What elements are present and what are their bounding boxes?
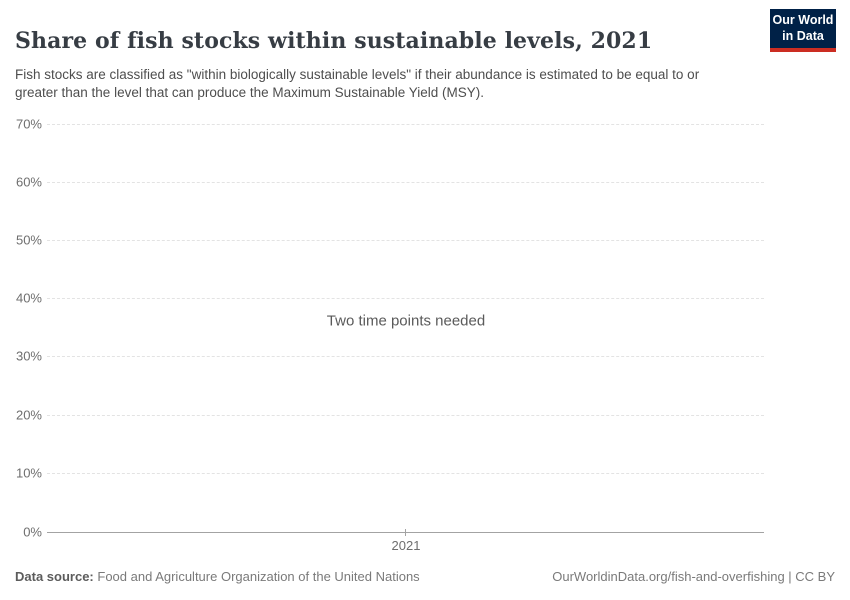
gridline <box>47 473 764 474</box>
footer-citation-link[interactable]: OurWorldinData.org/fish-and-overfishing … <box>552 569 835 584</box>
owid-logo-line-2: in Data <box>782 28 824 43</box>
data-source: Data source: Food and Agriculture Organi… <box>15 569 420 584</box>
y-tick-label: 50% <box>15 232 42 248</box>
y-tick-label: 40% <box>15 290 42 306</box>
chart-subtitle: Fish stocks are classified as "within bi… <box>15 66 700 100</box>
owid-logo-line-1: Our World <box>772 13 834 28</box>
y-tick-label: 70% <box>15 116 42 132</box>
x-axis-tick <box>405 529 406 536</box>
y-tick-label: 10% <box>15 465 42 481</box>
y-tick-label: 60% <box>15 174 42 190</box>
gridline <box>47 298 764 299</box>
x-tick-label: 2021 <box>391 538 421 553</box>
footer: Data source: Food and Agriculture Organi… <box>15 569 835 584</box>
y-tick-label: 30% <box>15 348 42 364</box>
gridline <box>47 124 764 125</box>
gridline <box>47 182 764 183</box>
gridline <box>47 415 764 416</box>
y-tick-label: 0% <box>23 524 42 540</box>
empty-chart-message: Two time points needed <box>326 312 486 330</box>
gridline <box>47 240 764 241</box>
chart-title: Share of fish stocks within sustainable … <box>15 27 653 54</box>
gridline <box>47 356 764 357</box>
y-tick-label: 20% <box>15 407 42 423</box>
owid-logo[interactable]: Our World in Data <box>770 9 836 52</box>
data-source-value: Food and Agriculture Organization of the… <box>97 569 420 584</box>
data-source-label: Data source: <box>15 569 94 584</box>
